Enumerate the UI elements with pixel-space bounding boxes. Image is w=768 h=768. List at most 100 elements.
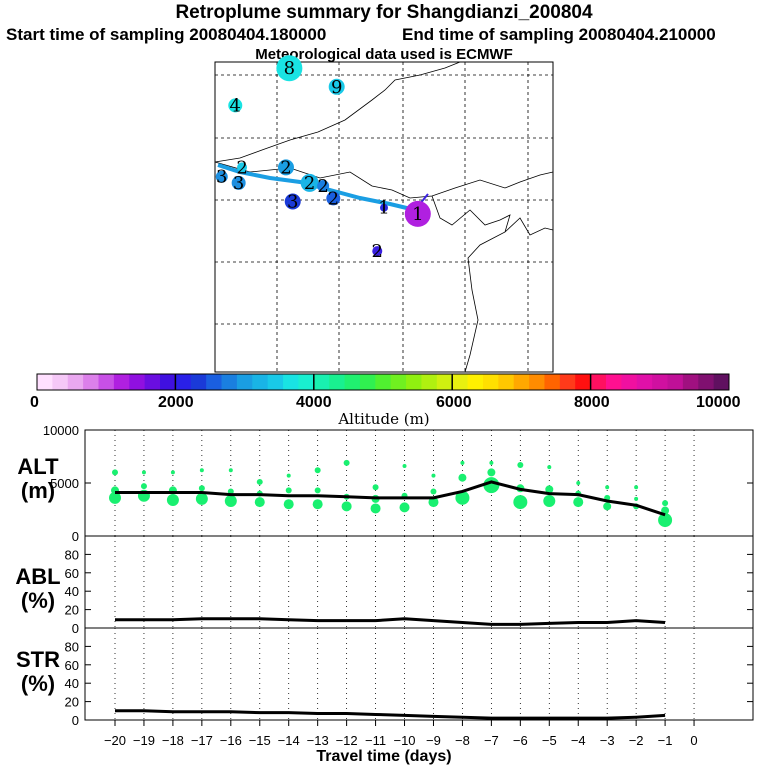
x-tick-label: −19 bbox=[133, 733, 155, 748]
alt-ytick-label-0: 0 bbox=[72, 529, 79, 544]
alt-scatter-point bbox=[256, 478, 263, 485]
alt-scatter-point bbox=[428, 497, 439, 508]
colorbar-swatch-30 bbox=[498, 374, 515, 390]
alt-scatter-point bbox=[431, 473, 436, 478]
str-panel: 0 20 40 60 80 bbox=[65, 627, 754, 728]
map-marker-0 bbox=[276, 55, 303, 82]
colorbar-swatch-20 bbox=[344, 374, 361, 390]
x-tick-label: −4 bbox=[571, 733, 586, 748]
alt-scatter-point bbox=[195, 492, 208, 505]
str-ytick-label-20: 20 bbox=[65, 695, 79, 710]
colorbar-tick-2000: 2000 bbox=[158, 394, 194, 411]
colorbar-swatch-22 bbox=[375, 374, 392, 390]
x-tick-label: −8 bbox=[455, 733, 470, 748]
colorbar-swatch-23 bbox=[390, 374, 407, 390]
x-tick-label: −11 bbox=[365, 733, 386, 748]
alt-scatter-point bbox=[573, 497, 584, 508]
alt-series-line bbox=[115, 480, 666, 517]
alt-scatter-point bbox=[483, 477, 500, 494]
alt-scatter-point bbox=[224, 495, 237, 508]
abl-ytick-label-80: 80 bbox=[65, 547, 79, 562]
map-marker-8 bbox=[317, 180, 330, 192]
x-tick-label: −17 bbox=[191, 733, 213, 748]
colorbar-tick-4000: 4000 bbox=[296, 394, 332, 411]
x-tick-label: −10 bbox=[393, 733, 415, 748]
map-marker-label-9: 2 bbox=[328, 188, 339, 209]
met-data: Meteorological data used is ECMWF bbox=[255, 46, 513, 63]
alt-scatter-point bbox=[312, 499, 323, 510]
alt-panel: 0 5000 10000 bbox=[43, 423, 754, 544]
colorbar-swatch-2 bbox=[67, 374, 84, 390]
alt-ytick-label-10000: 10000 bbox=[43, 423, 79, 438]
alt-scatter-point bbox=[199, 468, 204, 473]
alt-scatter-point bbox=[141, 470, 146, 475]
map-marker-10 bbox=[284, 193, 301, 210]
colorbar-swatch-9 bbox=[175, 374, 192, 390]
map-marker-6 bbox=[277, 159, 294, 176]
alt-scatter-point bbox=[286, 473, 291, 478]
alt-scatter-point bbox=[517, 461, 524, 468]
alt-scatter-point bbox=[460, 460, 465, 465]
x-tick-label: −3 bbox=[600, 733, 615, 748]
colorbar-swatch-18 bbox=[313, 374, 330, 390]
colorbar-swatch-35 bbox=[575, 374, 592, 390]
colorbar-swatch-26 bbox=[436, 374, 453, 390]
abl-ytick-label-60: 60 bbox=[65, 566, 79, 581]
alt-axis-label: ALT (m) bbox=[17, 454, 59, 503]
colorbar-tick-10000: 10000 bbox=[696, 394, 741, 411]
map-marker-5 bbox=[231, 175, 246, 190]
map-marker-3 bbox=[215, 170, 228, 183]
colorbar-swatch-27 bbox=[452, 374, 469, 390]
colorbar-swatch-37 bbox=[605, 374, 622, 390]
abl-ytick-label-40: 40 bbox=[65, 584, 79, 599]
alt-scatter-point bbox=[314, 467, 321, 474]
colorbar-swatch-25 bbox=[421, 374, 438, 390]
map-marker-label-10: 3 bbox=[287, 192, 298, 213]
alt-scatter-point bbox=[489, 460, 494, 465]
colorbar-swatch-33 bbox=[544, 374, 561, 390]
colorbar-swatch-36 bbox=[590, 374, 607, 390]
map-marker-label-8: 2 bbox=[317, 176, 328, 197]
alt-scatter-point bbox=[227, 488, 234, 495]
map-marker-label-11: 1 bbox=[378, 198, 389, 219]
abl-series-line bbox=[115, 617, 666, 626]
colorbar-swatch-16 bbox=[283, 374, 299, 390]
alt-scatter-point bbox=[372, 484, 379, 491]
alt-scatter-point bbox=[283, 499, 294, 510]
x-tick-label: −2 bbox=[629, 733, 644, 748]
x-axis-label: Travel time (days) bbox=[316, 748, 452, 765]
map-marker-label-2: 4 bbox=[230, 95, 241, 116]
colorbar-label: Altitude (m) bbox=[338, 410, 430, 428]
alt-scatter-point bbox=[658, 513, 673, 528]
colorbar-swatch-43 bbox=[698, 374, 715, 390]
alt-scatter-point bbox=[458, 473, 467, 482]
colorbar-swatch-0 bbox=[37, 374, 53, 390]
colorbar-swatch-21 bbox=[359, 374, 376, 390]
colorbar-swatch-10 bbox=[190, 374, 207, 390]
colorbar-swatch-5 bbox=[113, 374, 130, 390]
alt-scatter-point bbox=[576, 481, 581, 485]
map-marker-11 bbox=[380, 203, 388, 212]
str-ytick-label-0: 0 bbox=[72, 713, 79, 728]
x-tick-label: −7 bbox=[484, 733, 499, 748]
alt-scatter-point bbox=[547, 465, 552, 470]
colorbar-swatch-34 bbox=[559, 374, 576, 390]
alt-scatter-point bbox=[430, 488, 437, 495]
colorbar-swatch-44 bbox=[713, 374, 730, 390]
map-marker-4 bbox=[237, 162, 248, 173]
colorbar-swatch-42 bbox=[682, 374, 699, 390]
colorbar-swatch-40 bbox=[652, 374, 668, 390]
x-tick-label: −13 bbox=[307, 733, 329, 748]
str-ytick-label-60: 60 bbox=[65, 658, 79, 673]
map-marker-label-13: 2 bbox=[372, 241, 383, 262]
alt-scatter-point bbox=[513, 495, 528, 510]
alt-scatter-point bbox=[487, 468, 496, 477]
alt-scatter-point bbox=[661, 506, 670, 515]
alt-scatter-point bbox=[314, 487, 321, 494]
end-time: End time of sampling 20080404.210000 bbox=[402, 25, 716, 44]
alt-frame bbox=[84, 429, 754, 537]
map-marker-12 bbox=[404, 200, 431, 227]
map-marker-label-0: 8 bbox=[284, 58, 295, 79]
alt-scatter-point bbox=[370, 503, 381, 514]
